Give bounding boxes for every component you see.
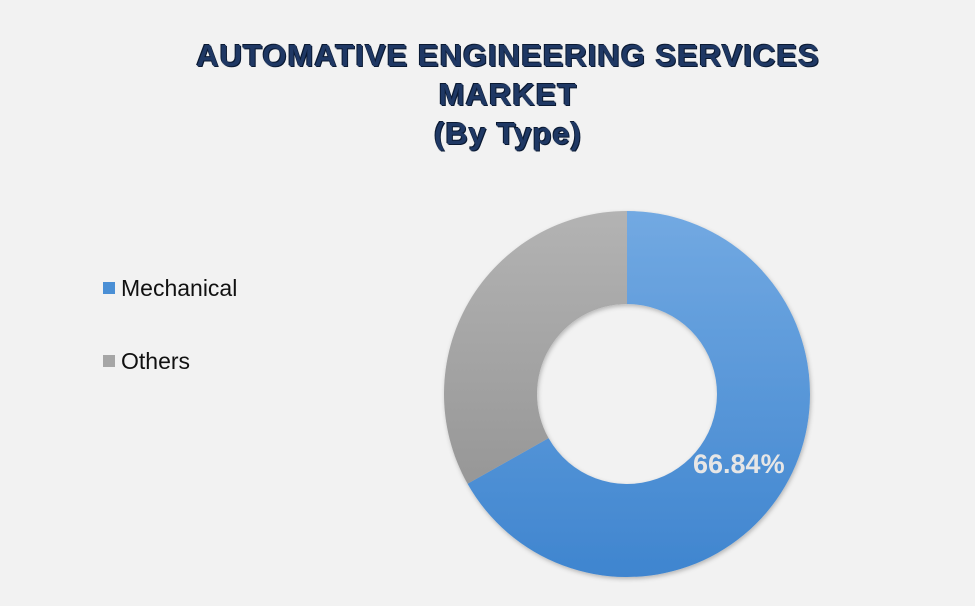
donut-slice-mechanical: [467, 211, 810, 577]
legend-item-others: Others: [103, 345, 237, 377]
legend-swatch-mechanical: [103, 282, 115, 294]
chart-title: AUTOMATIVE ENGINEERING SERVICES MARKET (…: [0, 36, 975, 153]
legend-label-mechanical: Mechanical: [121, 274, 238, 301]
chart-legend: Mechanical Others: [103, 272, 237, 418]
donut-slice-others: [443, 211, 627, 484]
donut-slices: [443, 211, 810, 577]
legend-item-mechanical: Mechanical: [103, 272, 237, 304]
legend-swatch-others: [103, 355, 115, 367]
chart-title-line-3: (By Type): [434, 116, 582, 151]
chart-title-line-1: AUTOMATIVE ENGINEERING SERVICES: [196, 38, 820, 73]
chart-title-line-2: MARKET: [438, 77, 578, 112]
data-label-mechanical: 66.84%: [693, 449, 785, 479]
legend-label-others: Others: [121, 347, 191, 374]
